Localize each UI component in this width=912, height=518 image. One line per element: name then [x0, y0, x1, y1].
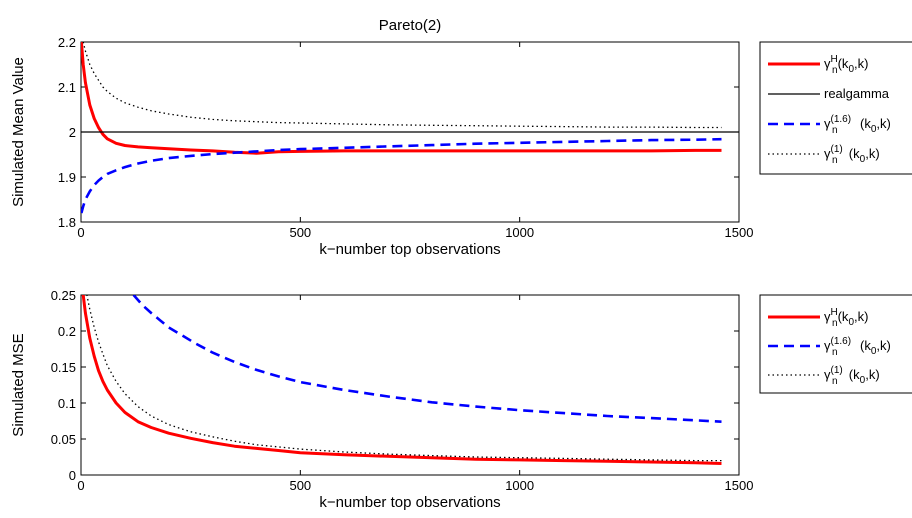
plot-frame: [80, 294, 740, 476]
y-tick-label: 2.2: [58, 35, 76, 50]
chart-title: Pareto(2): [379, 17, 442, 34]
series-line-3: [81, 137, 722, 214]
chart-1: 0 500 1000 1500 1.8 1.9 2 2.1 2.2 k−number top ob…: [10, 17, 912, 258]
x-tick-label: 500: [289, 478, 311, 493]
series-group: [81, 42, 739, 214]
x-tick-label: 500: [289, 225, 311, 240]
y-tick-label: 0.05: [51, 432, 76, 447]
y-tick-label: 0.2: [58, 324, 76, 339]
legend-label: γH n(k0,k): [824, 54, 868, 76]
x-tick-label: 1500: [725, 225, 754, 240]
y-tick-label: 2: [69, 125, 76, 140]
series-line-2: [132, 295, 722, 423]
y-tick-label: 0.15: [51, 360, 76, 375]
x-tick-label: 1500: [725, 478, 754, 493]
legend-label: γ(1.6) n (k0,k): [824, 114, 891, 136]
x-axis-label: k−number top observations: [319, 494, 500, 511]
x-axis-label: k−number top observations: [319, 241, 500, 258]
legend-label: γ(1) n (k0,k): [824, 144, 880, 166]
x-tick-label: 1000: [505, 478, 534, 493]
y-tick-label: 2.1: [58, 80, 76, 95]
y-tick-label: 1.9: [58, 170, 76, 185]
series-line-1: [81, 42, 722, 155]
legend: γH n(k0,k) realgamma γ(1.6) n (k0,k) γ(1) n (k0,…: [759, 41, 912, 175]
legend: γH n(k0,k) γ(1.6) n (k0,k) γ(1) n (k0,k): [759, 294, 912, 394]
legend-label: realgamma: [824, 86, 890, 101]
y-tick-label: 0.25: [51, 288, 76, 303]
y-axis-label: Simulated Mean Value: [10, 57, 27, 207]
y-axis-label: Simulated MSE: [10, 333, 27, 436]
x-tick-label: 1000: [505, 225, 534, 240]
series-line-4: [82, 42, 722, 129]
chart-2: 0 500 1000 1500 0 0.05 0.1 0.15 0.2 0.25 k−number …: [10, 288, 912, 511]
x-tick-label: 0: [77, 225, 84, 240]
series-group: [81, 295, 722, 465]
y-tick-label: 1.8: [58, 215, 76, 230]
series-line-1: [81, 295, 722, 465]
legend-label: γ(1.6) n (k0,k): [824, 336, 891, 358]
y-tick-label: 0.1: [58, 396, 76, 411]
legend-label: γH n(k0,k): [824, 307, 868, 329]
legend-label: γ(1) n (k0,k): [824, 365, 880, 387]
series-line-3: [86, 295, 722, 462]
x-tick-label: 0: [77, 478, 84, 493]
legend-box: [759, 294, 912, 394]
y-tick-label: 0: [69, 468, 76, 483]
